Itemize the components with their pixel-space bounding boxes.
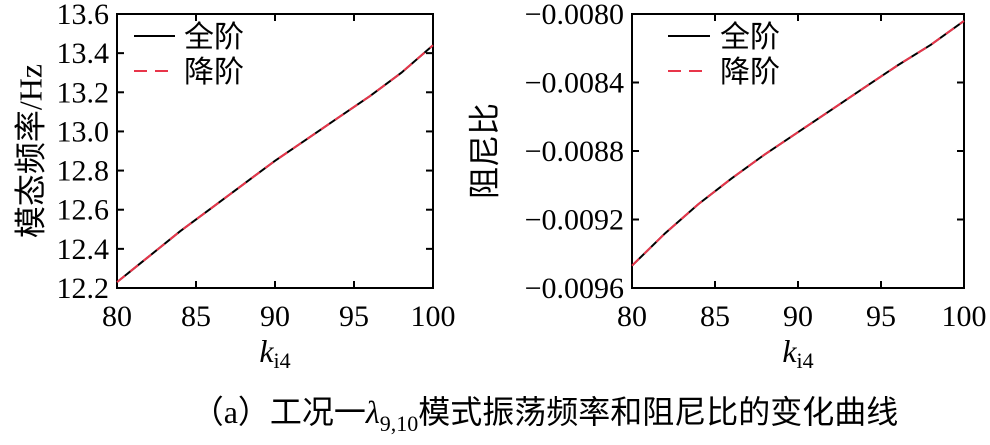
frequency-series — [116, 44, 434, 283]
caption-lambda-subscript: 9,10 — [380, 411, 419, 436]
frequency-y-tick-label: 12.6 — [57, 194, 110, 227]
damping-x-tick-label: 85 — [700, 300, 730, 333]
damping-x-axis-label-subscript: i4 — [797, 348, 814, 373]
frequency-legend-full-label: 全阶 — [184, 21, 244, 54]
frequency-y-tick-label: 12.2 — [57, 272, 110, 305]
damping-chart: 80 85 90 95 100 −0.0096 −0.0092 −0.0088 −0.0084 −… — [466, 0, 986, 373]
frequency-x-axis-label: ki4 — [259, 333, 290, 373]
damping-reduced-order-line — [631, 20, 965, 267]
caption-prefix: （a）工况一 — [192, 394, 366, 430]
damping-full-order-line — [631, 20, 965, 267]
frequency-chart: 80 85 90 95 100 12.2 12.4 12.6 12.8 13.0 13.2 13.4 1… — [12, 0, 455, 373]
frequency-y-tick-label: 13.6 — [57, 0, 110, 31]
damping-x-tick-label: 80 — [617, 300, 647, 333]
frequency-plot-area — [116, 13, 434, 289]
damping-x-axis-label-main: k — [782, 333, 797, 369]
damping-y-tick-label: −0.0088 — [525, 135, 624, 168]
frequency-x-tick-label: 80 — [102, 300, 132, 333]
frequency-full-order-line — [116, 44, 434, 283]
damping-x-tick-label: 95 — [866, 300, 896, 333]
figure-caption: （a）工况一λ9,10模式振荡频率和阻尼比的变化曲线 — [192, 394, 899, 436]
frequency-x-tick-label: 85 — [181, 300, 211, 333]
damping-x-tick-label: 90 — [783, 300, 813, 333]
damping-axis-ticks: 80 85 90 95 100 −0.0096 −0.0092 −0.0088 −0.0084 −… — [525, 0, 987, 333]
caption-lambda: λ — [365, 394, 380, 430]
damping-legend: 全阶 降阶 — [668, 21, 780, 89]
frequency-y-tick-label: 13.0 — [57, 115, 110, 148]
frequency-y-tick-label: 13.2 — [57, 76, 110, 109]
damping-y-tick-label: −0.0080 — [525, 0, 624, 31]
damping-y-tick-label: −0.0092 — [525, 204, 624, 237]
damping-x-axis-label: ki4 — [782, 333, 813, 373]
damping-legend-full-label: 全阶 — [720, 21, 780, 54]
frequency-legend-reduced-label: 降阶 — [184, 56, 244, 89]
frequency-y-axis-label: 模态频率/Hz — [12, 64, 48, 238]
frequency-x-axis-label-subscript: i4 — [274, 348, 291, 373]
frequency-y-tick-label: 13.4 — [57, 37, 110, 70]
damping-x-tick-label: 100 — [942, 300, 987, 333]
frequency-x-tick-label: 90 — [260, 300, 290, 333]
frequency-legend: 全阶 降阶 — [134, 21, 244, 89]
frequency-x-tick-label: 95 — [339, 300, 369, 333]
damping-y-tick-label: −0.0096 — [525, 272, 624, 305]
damping-legend-reduced-label: 降阶 — [720, 56, 780, 89]
damping-y-tick-label: −0.0084 — [525, 67, 624, 100]
frequency-reduced-order-line — [116, 44, 434, 283]
frequency-x-tick-label: 100 — [411, 300, 456, 333]
frequency-y-tick-label: 12.4 — [57, 233, 110, 266]
frequency-y-tick-label: 12.8 — [57, 155, 110, 188]
damping-series — [631, 20, 965, 267]
caption-suffix: 模式振荡频率和阻尼比的变化曲线 — [418, 394, 898, 430]
damping-y-axis-label: 阻尼比 — [466, 103, 502, 199]
frequency-x-axis-label-main: k — [259, 333, 274, 369]
frequency-axis-ticks: 80 85 90 95 100 12.2 12.4 12.6 12.8 13.0 13.2 13.4 1… — [57, 0, 456, 333]
